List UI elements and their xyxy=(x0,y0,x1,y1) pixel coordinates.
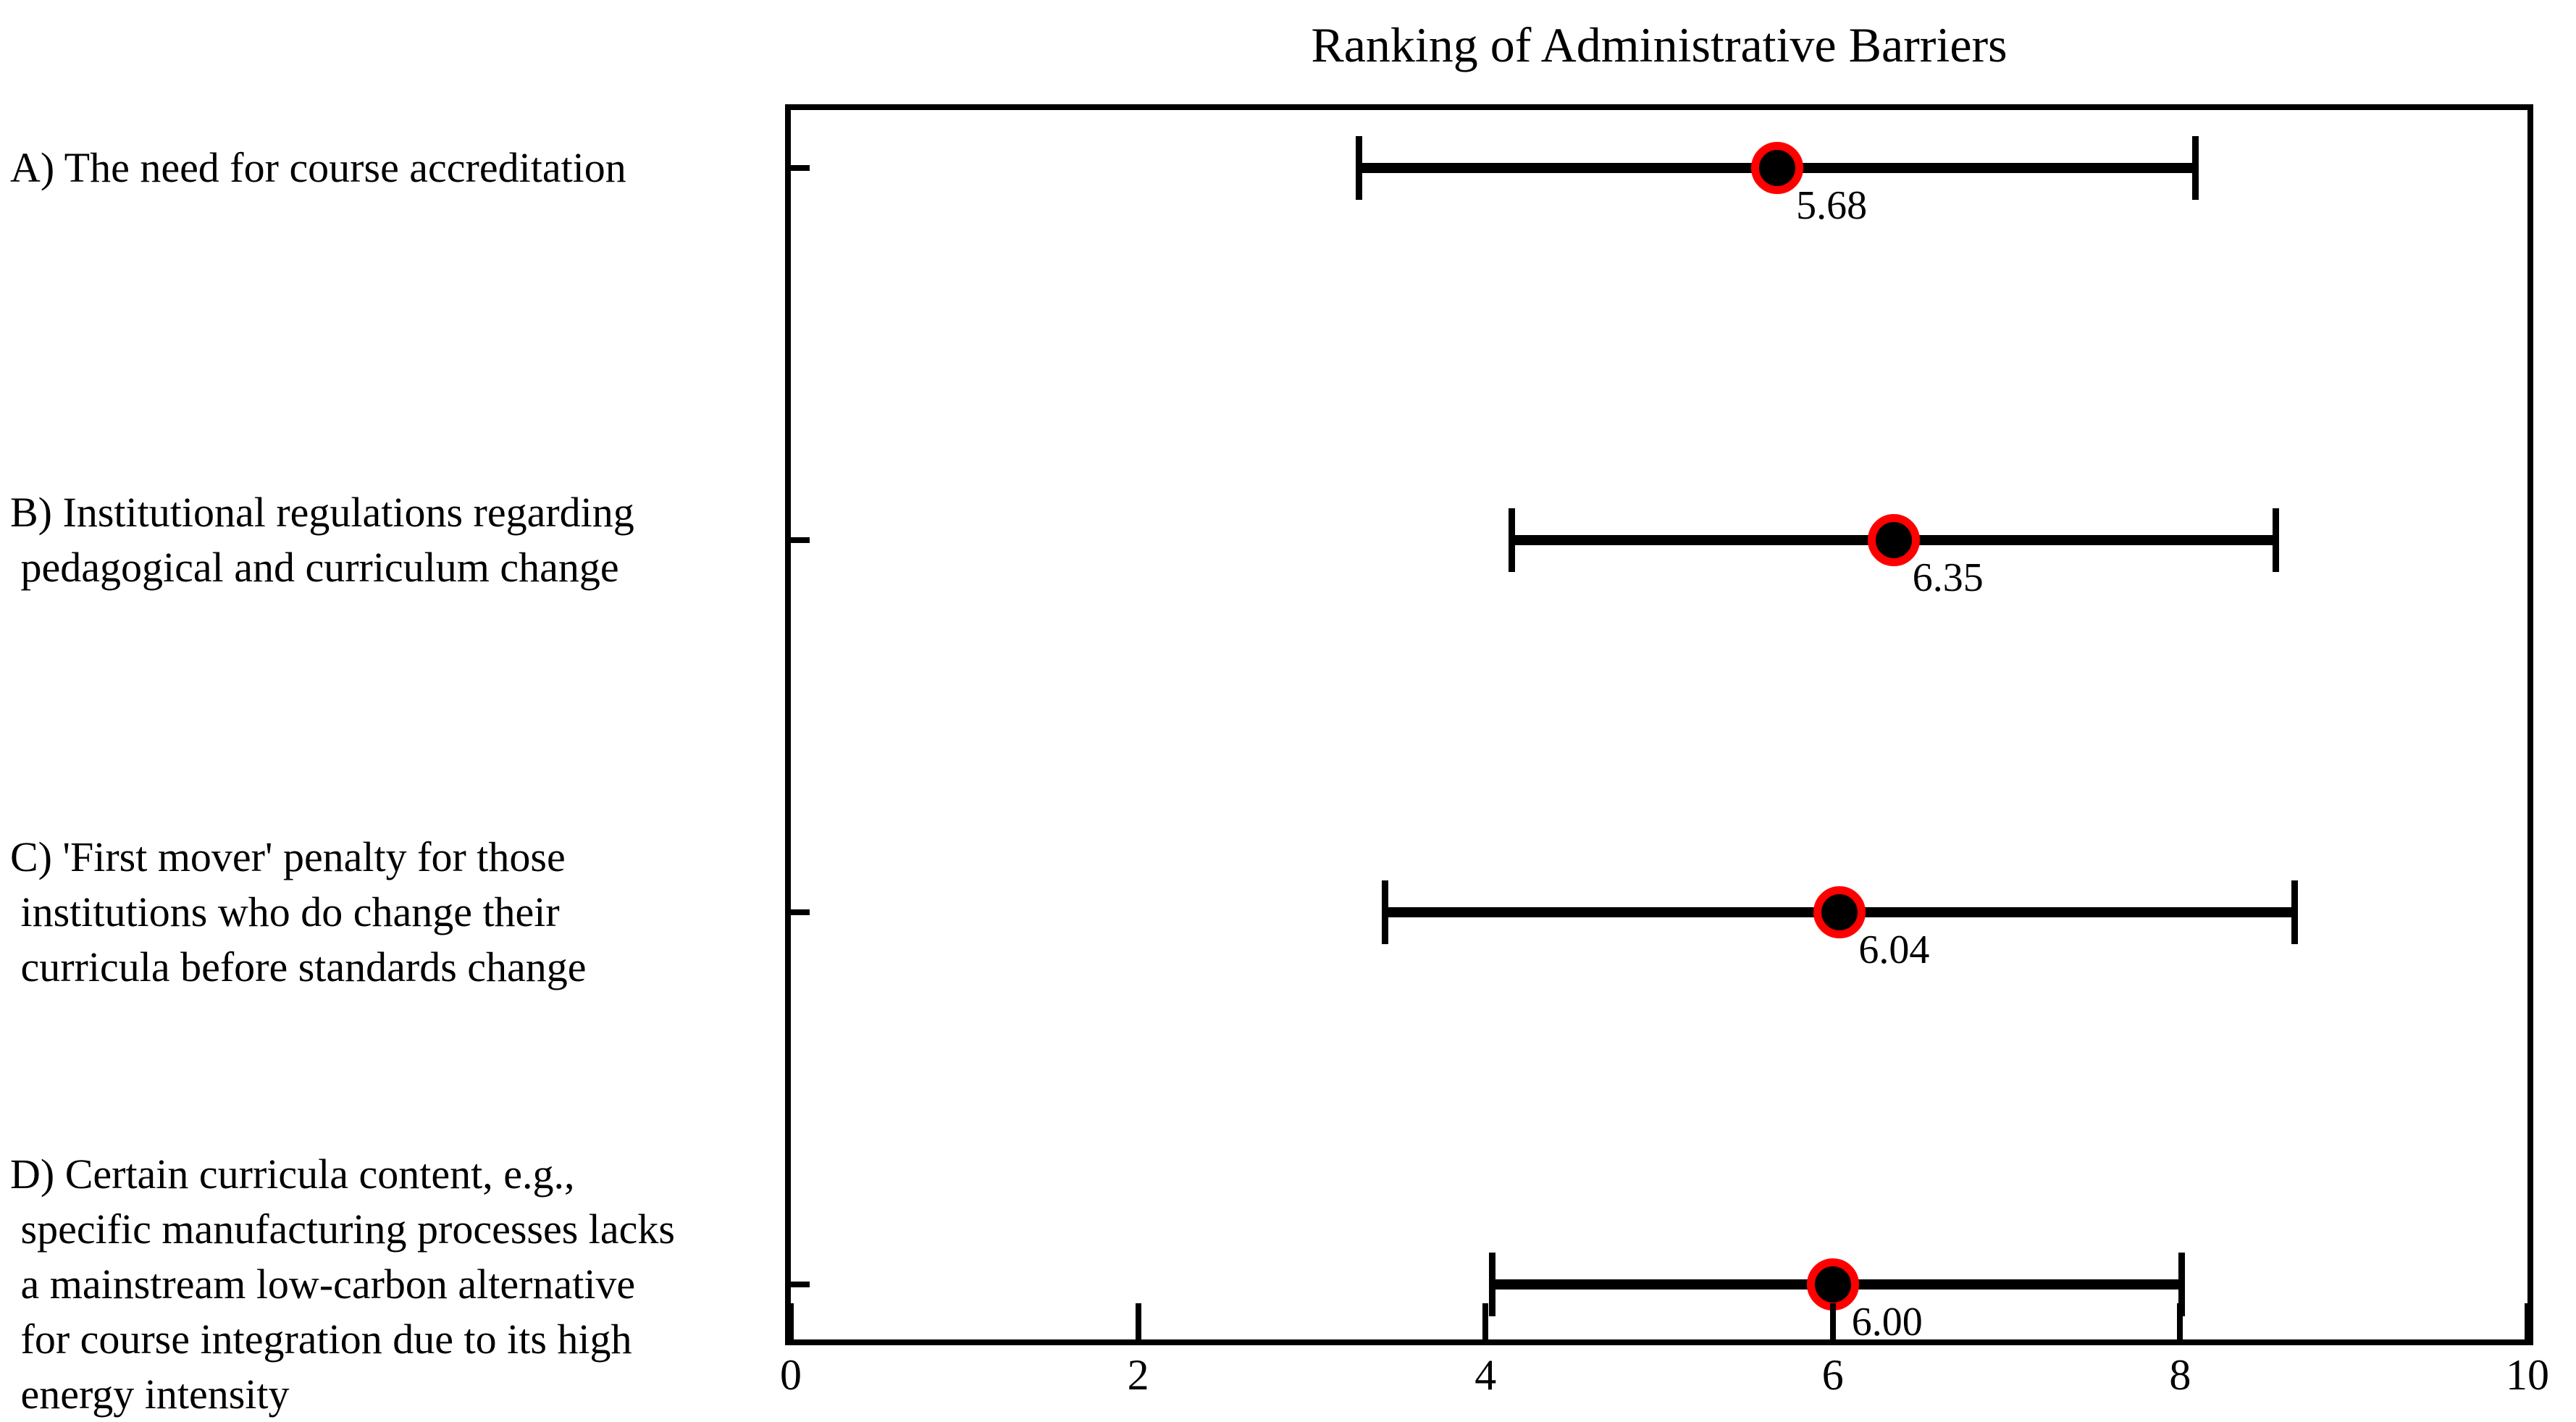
error-cap-right xyxy=(2291,880,2299,945)
x-tick-label: 4 xyxy=(1474,1351,1497,1399)
marker-dot xyxy=(1867,514,1920,567)
x-tick xyxy=(1829,1303,1836,1339)
error-cap-left xyxy=(1489,1253,1496,1317)
value-label: 6.04 xyxy=(1858,927,1930,973)
x-tick-label: 0 xyxy=(780,1351,802,1399)
chart-title: Ranking of Administrative Barriers xyxy=(1311,17,2007,72)
y-tick xyxy=(791,909,810,916)
x-tick xyxy=(1482,1303,1489,1339)
x-tick-label: 8 xyxy=(2169,1351,2191,1399)
x-tick-label: 6 xyxy=(1821,1351,1844,1399)
value-label: 5.68 xyxy=(1796,182,1868,228)
x-tick xyxy=(2177,1303,2183,1339)
x-tick xyxy=(2525,1303,2530,1339)
error-cap-left xyxy=(1381,880,1388,945)
x-tick xyxy=(788,1303,794,1339)
x-tick-label: 10 xyxy=(2506,1351,2549,1399)
category-label: D) Certain curricula content, e.g., spec… xyxy=(10,1150,675,1418)
error-cap-right xyxy=(2272,508,2279,573)
marker-dot xyxy=(1813,886,1866,939)
marker-dot xyxy=(1751,141,1804,194)
y-tick xyxy=(791,1282,810,1288)
value-label: 6.35 xyxy=(1912,555,1984,601)
error-cap-left xyxy=(1508,508,1515,573)
category-label: A) The need for course accreditation xyxy=(10,143,626,191)
plot-area: 5.68 6.35 6.04 6.00 xyxy=(785,104,2533,1345)
error-cap-left xyxy=(1355,135,1362,200)
value-label: 6.00 xyxy=(1851,1300,1923,1345)
error-cap-right xyxy=(2178,1253,2186,1317)
category-label: B) Institutional regulations regarding p… xyxy=(10,489,634,592)
error-cap-right xyxy=(2192,135,2199,200)
y-tick xyxy=(791,164,810,171)
x-tick-label: 2 xyxy=(1127,1351,1149,1399)
category-label: C) 'First mover' penalty for those insti… xyxy=(10,833,587,991)
y-tick xyxy=(791,537,810,544)
x-tick xyxy=(1135,1303,1141,1339)
